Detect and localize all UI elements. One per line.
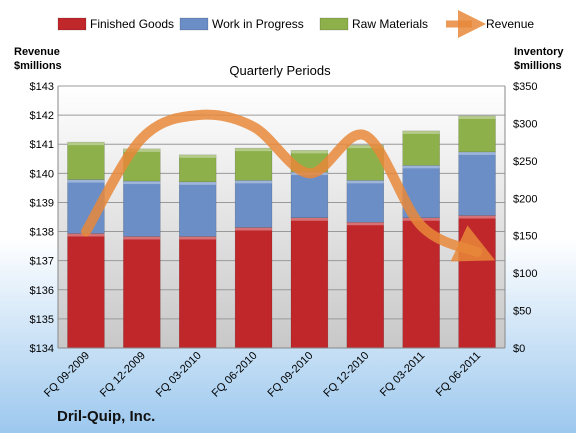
bar-work-in-progress <box>290 171 329 218</box>
legend-label-revenue: Revenue <box>486 17 534 31</box>
bar-finished-goods <box>123 236 161 349</box>
left-tick-label: $139 <box>30 197 54 209</box>
bar-highlight <box>123 181 161 185</box>
right-tick-label: $200 <box>513 193 537 205</box>
right-tick-label: $350 <box>513 81 537 93</box>
revenue-line-layer <box>80 109 496 262</box>
bar-work-in-progress <box>346 180 385 223</box>
left-tick-label: $138 <box>30 227 54 239</box>
revenue-line <box>80 109 496 262</box>
bars <box>67 115 496 349</box>
bar-highlight <box>402 130 440 134</box>
bar-work-in-progress <box>178 181 217 237</box>
right-tick-label: $0 <box>513 343 525 355</box>
bar-highlight <box>290 217 328 221</box>
bar-highlight <box>235 227 273 231</box>
bar-raw-materials <box>458 115 496 153</box>
bar-highlight <box>458 115 496 119</box>
bar-highlight <box>402 165 440 169</box>
left-tick-label: $135 <box>30 314 54 326</box>
bar-finished-goods <box>346 221 385 349</box>
bar-highlight <box>458 215 496 219</box>
bar-highlight <box>67 179 105 183</box>
left-tick-label: $143 <box>30 81 54 93</box>
chart-subtitle: Quarterly Periods <box>229 63 331 78</box>
bar-finished-goods <box>290 217 329 349</box>
bar-raw-materials <box>402 130 440 166</box>
left-tick-label: $136 <box>30 285 54 297</box>
bar-finished-goods <box>178 236 217 349</box>
legend-label-raw-materials: Raw Materials <box>352 17 428 31</box>
legend: Finished Goods Work in Progress Raw Materi… <box>57 10 534 38</box>
bar-highlight <box>235 148 273 152</box>
bar-highlight <box>67 142 105 146</box>
bar-highlight <box>179 181 217 185</box>
bar-work-in-progress <box>234 180 273 228</box>
bar-raw-materials <box>234 147 273 181</box>
left-axis-title-line1: Revenue <box>14 46 60 58</box>
bar-raw-materials <box>178 154 217 183</box>
right-tick-label: $300 <box>513 118 537 130</box>
bar-highlight <box>346 180 384 184</box>
bar-highlight <box>346 145 384 149</box>
right-tick-label: $50 <box>513 306 531 318</box>
legend-swatch-work-in-progress <box>179 17 209 31</box>
left-tick-label: $142 <box>30 110 54 122</box>
left-tick-label: $140 <box>30 168 54 180</box>
legend-swatch-raw-materials <box>319 17 349 31</box>
bar-finished-goods <box>234 227 273 349</box>
bar-work-in-progress <box>458 151 496 216</box>
left-tick-label: $141 <box>30 139 54 151</box>
bar-highlight <box>179 236 217 240</box>
bar-highlight <box>235 180 273 184</box>
left-tick-label: $137 <box>30 256 54 268</box>
bar-raw-materials <box>67 141 105 180</box>
bar-highlight <box>179 154 217 158</box>
right-tick-label: $250 <box>513 156 537 168</box>
company-name: Dril-Quip, Inc. <box>57 408 155 425</box>
right-axis-title-line1: Inventory <box>514 46 564 58</box>
legend-label-work-in-progress: Work in Progress <box>212 17 304 31</box>
right-axis-title-line2: $millions <box>514 60 562 72</box>
bar-highlight <box>123 236 161 240</box>
left-tick-label: $134 <box>30 343 54 355</box>
legend-swatch-finished-goods <box>57 17 87 31</box>
legend-label-finished-goods: Finished Goods <box>90 17 174 31</box>
left-axis-title-line2: $millions <box>14 60 62 72</box>
bar-highlight <box>290 150 328 154</box>
right-tick-label: $150 <box>513 231 537 243</box>
bar-highlight <box>458 151 496 155</box>
bar-finished-goods <box>458 215 496 349</box>
bar-highlight <box>346 222 384 226</box>
bar-finished-goods <box>67 233 105 349</box>
right-tick-label: $100 <box>513 268 537 280</box>
bar-work-in-progress <box>123 180 161 237</box>
bar-highlight <box>123 148 161 152</box>
